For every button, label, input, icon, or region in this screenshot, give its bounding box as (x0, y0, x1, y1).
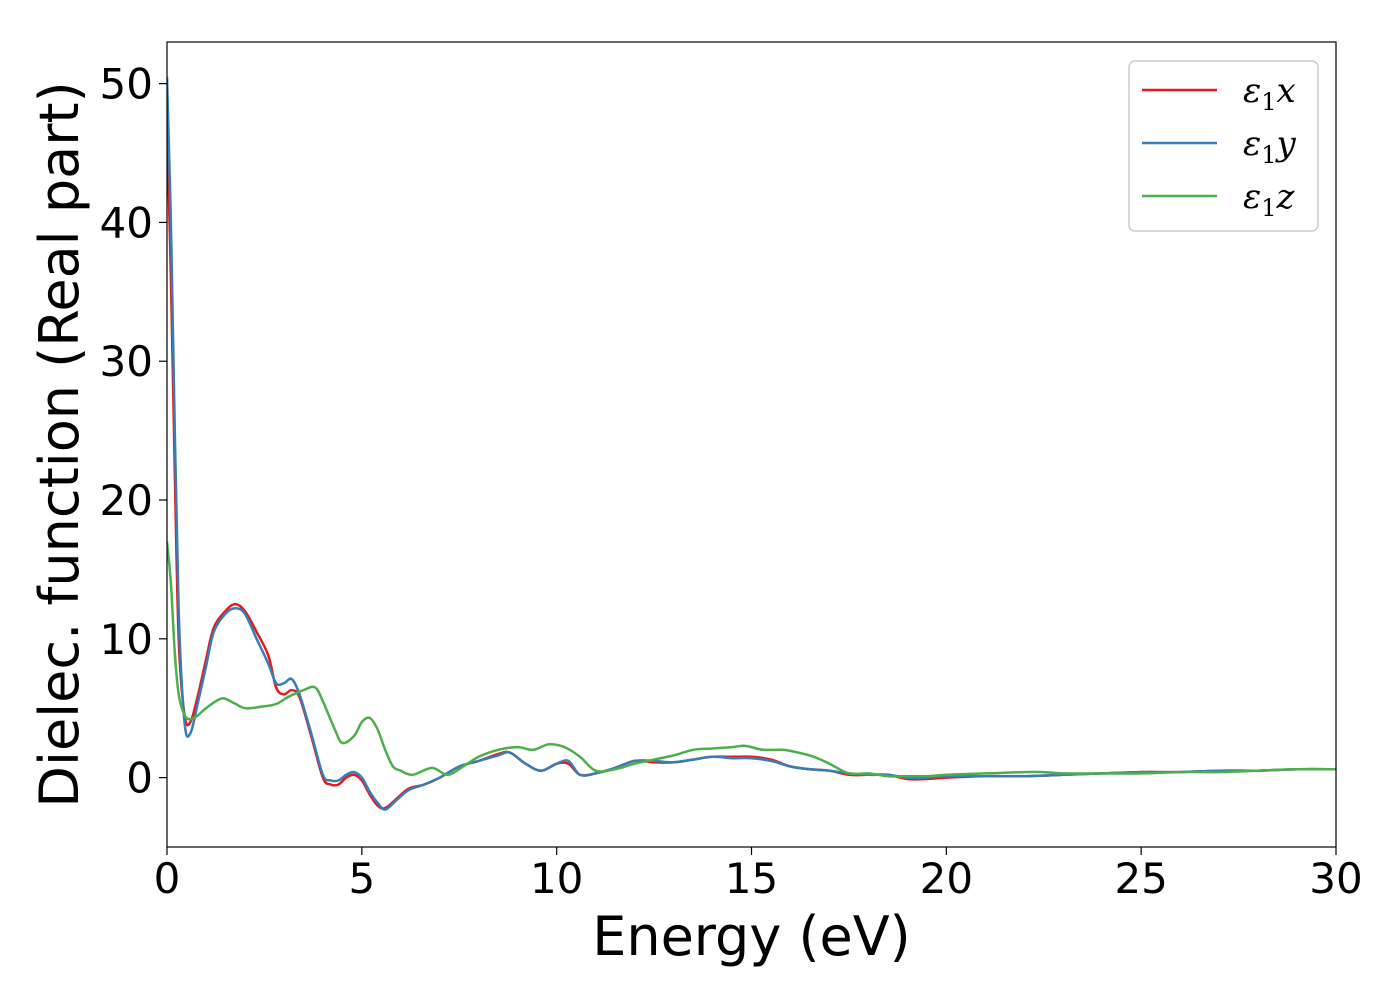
series-lines (167, 76, 1336, 811)
y-tick-label: 40 (100, 198, 153, 247)
y-tick-label: 50 (100, 60, 153, 109)
series-line-y (167, 76, 1336, 811)
y-tick-label: 10 (100, 615, 153, 664)
x-tick-label: 15 (725, 854, 778, 903)
x-tick-label: 25 (1114, 854, 1167, 903)
y-tick-label: 0 (126, 754, 153, 803)
y-axis-title: Dielec. function (Real part) (28, 81, 91, 807)
legend-label-y: ε1y (1243, 124, 1297, 169)
legend-box (1128, 60, 1319, 232)
legend: ε1x ε1y ε1z (1128, 60, 1319, 232)
y-tick-label: 30 (100, 337, 153, 386)
x-tick-label: 10 (530, 854, 583, 903)
x-axis-title: Energy (eV) (592, 905, 911, 968)
x-tick-label: 30 (1309, 854, 1362, 903)
legend-label-z: ε1z (1243, 177, 1296, 222)
x-tick-label: 0 (154, 854, 181, 903)
axis-ticks: 0 5 10 15 20 25 30 0 10 20 30 40 50 (100, 60, 1363, 903)
x-tick-label: 5 (348, 854, 375, 903)
y-tick-label: 20 (100, 476, 153, 525)
series-line-z (167, 541, 1336, 778)
x-tick-label: 20 (920, 854, 973, 903)
legend-label-x: ε1x (1243, 71, 1296, 116)
